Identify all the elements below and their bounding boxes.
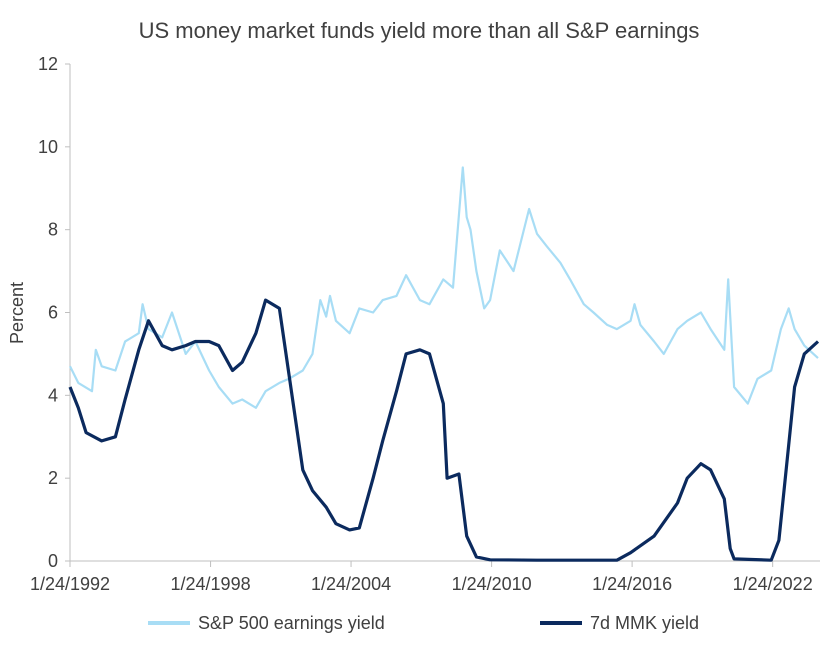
x-tick-label: 1/24/2022 xyxy=(733,574,813,594)
legend-entry-label: 7d MMK yield xyxy=(590,613,699,633)
y-tick-label: 0 xyxy=(48,551,58,571)
y-tick-label: 2 xyxy=(48,468,58,488)
y-tick-label: 8 xyxy=(48,220,58,240)
x-tick-label: 1/24/1998 xyxy=(171,574,251,594)
y-tick-label: 10 xyxy=(38,137,58,157)
chart-title: US money market funds yield more than al… xyxy=(139,18,700,43)
x-tick-label: 1/24/2010 xyxy=(452,574,532,594)
x-axis: 1/24/1992 1/24/1998 1/24/2004 1/24/2010 1/24… xyxy=(30,560,820,594)
x-tick-label: 1/24/2016 xyxy=(592,574,672,594)
legend: S&P 500 earnings yield 7d MMK yield xyxy=(148,613,699,633)
y-tick-label: 4 xyxy=(48,385,58,405)
series-lines xyxy=(68,166,820,562)
y-axis-label: Percent xyxy=(7,282,27,344)
series-line-sp500-earnings-yield xyxy=(69,166,819,409)
y-tick-label: 12 xyxy=(38,54,58,74)
y-axis: 0 2 4 6 8 10 12 xyxy=(38,54,71,571)
x-tick-label: 1/24/2004 xyxy=(311,574,391,594)
legend-entry-label: S&P 500 earnings yield xyxy=(198,613,385,633)
series-line-7d-mmk-yield xyxy=(68,298,820,562)
x-tick-label: 1/24/1992 xyxy=(30,574,110,594)
y-tick-label: 6 xyxy=(48,303,58,323)
